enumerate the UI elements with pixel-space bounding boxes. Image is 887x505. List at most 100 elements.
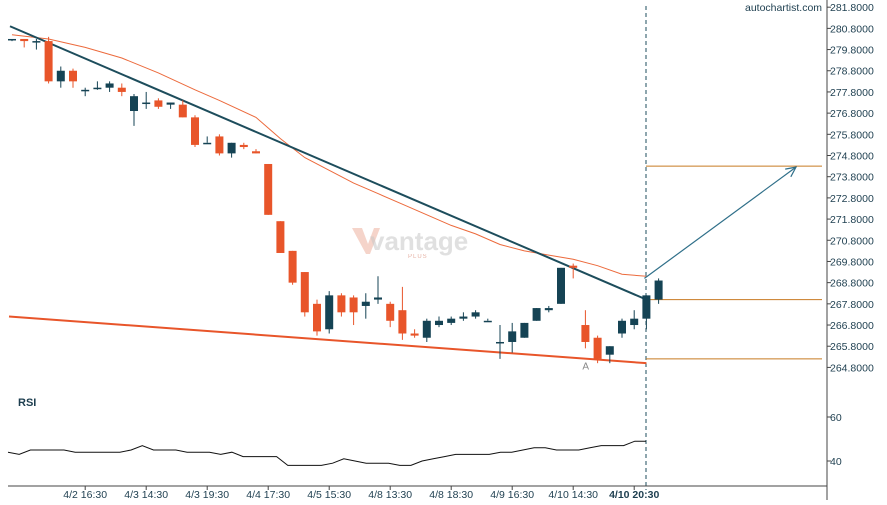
bullish-candle	[227, 142, 236, 154]
price-tick-label: 276.8000	[830, 108, 874, 120]
bearish-candle	[44, 41, 53, 82]
time-tick-label: 4/4 17:30	[246, 489, 290, 501]
rsi-tick-label: 60	[830, 412, 842, 424]
bullish-candle	[8, 38, 16, 41]
bearish-candle	[410, 333, 419, 336]
arrow-layer	[644, 166, 798, 279]
bullish-candle	[166, 102, 175, 105]
levels-layer	[646, 165, 822, 360]
bearish-candle	[239, 144, 248, 148]
rsi-layer	[7, 440, 646, 466]
price-tick-label: 277.8000	[830, 87, 874, 99]
bullish-candle	[605, 346, 614, 355]
price-tick-label: 272.8000	[830, 193, 874, 205]
bearish-candle	[69, 70, 77, 82]
bullish-candle	[81, 89, 90, 92]
bullish-candle	[630, 318, 639, 326]
bullish-candle	[471, 312, 480, 317]
price-tick-label: 274.8000	[830, 151, 874, 163]
bearish-candle	[581, 325, 590, 342]
bullish-candle	[520, 322, 529, 338]
price-tick-label: 266.8000	[830, 320, 874, 332]
time-tick-label: 4/10 14:30	[548, 489, 598, 501]
price-tick-label: 273.8000	[830, 172, 874, 184]
moving-average-line	[11, 34, 647, 277]
bullish-candle	[56, 70, 65, 82]
bullish-candle	[142, 102, 151, 105]
bullish-candle	[508, 331, 517, 342]
price-tick-label: 267.8000	[830, 299, 874, 311]
bullish-candle	[203, 142, 212, 145]
price-tick-label: 270.8000	[830, 235, 874, 247]
time-tick-label: 4/8 18:30	[429, 489, 473, 501]
time-tick-label: 4/8 13:30	[368, 489, 412, 501]
price-tick-label: 279.8000	[830, 45, 874, 57]
bullish-candle	[447, 318, 456, 323]
lower-support-trendline	[8, 315, 647, 365]
bullish-candle	[654, 280, 663, 300]
bearish-candle	[191, 117, 199, 145]
price-tick-label: 278.8000	[830, 66, 874, 78]
price-tick-label: 271.8000	[830, 214, 874, 226]
price-tick-label: 268.8000	[830, 278, 874, 290]
bearish-candle	[288, 250, 297, 283]
candles-layer	[8, 36, 663, 364]
time-tick-label: 4/3 14:30	[124, 489, 168, 501]
rsi-panel-title: RSI	[18, 397, 36, 409]
bullish-candle	[544, 308, 553, 311]
bearish-candle	[20, 38, 29, 42]
watermark-text: vantage	[370, 226, 468, 256]
bearish-candle	[252, 151, 260, 154]
bullish-candle	[532, 308, 541, 321]
bullish-candle	[325, 295, 334, 330]
bullish-candle	[483, 320, 492, 323]
trendline-layer	[8, 25, 647, 365]
bearish-candle	[313, 303, 321, 332]
bearish-candle	[337, 295, 346, 313]
time-tick-label: 4/3 19:30	[185, 489, 229, 501]
bearish-candle	[117, 87, 126, 92]
bullish-candle	[374, 297, 382, 300]
rsi-tick-label: 40	[830, 456, 842, 468]
bullish-candle	[105, 83, 114, 88]
bearish-candle	[264, 163, 273, 215]
axes-layer: 281.8000 280.8000 279.8000 278.8000 277.8000…	[8, 0, 874, 501]
price-tick-label: 281.8000	[830, 2, 874, 14]
bullish-candle	[130, 96, 138, 112]
bullish-candle	[618, 320, 626, 334]
price-tick-label: 280.8000	[830, 23, 874, 35]
bullish-candle	[557, 267, 565, 304]
bearish-candle	[398, 310, 407, 334]
bullish-candle	[32, 41, 41, 43]
bullish-candle	[642, 295, 651, 319]
watermark-subtext: PLUS	[408, 254, 428, 260]
forecast-arrow-shaft	[644, 166, 797, 279]
bullish-candle	[361, 301, 370, 306]
bearish-candle	[215, 136, 224, 154]
bullish-candle	[435, 320, 443, 326]
bearish-candle	[593, 337, 602, 359]
forecast-arrow-head	[785, 166, 798, 178]
bearish-candle	[178, 104, 187, 118]
bearish-candle	[349, 297, 358, 313]
bullish-candle	[93, 87, 102, 90]
price-tick-label: 275.8000	[830, 129, 874, 141]
watermark-v-icon	[352, 228, 380, 254]
price-tick-label: 269.8000	[830, 256, 874, 268]
time-tick-label: 4/10 20:30	[609, 489, 659, 501]
bearish-candle	[386, 303, 395, 321]
price-tick-label: 264.8000	[830, 362, 874, 374]
bearish-candle	[569, 265, 578, 268]
bullish-candle	[459, 316, 468, 319]
brand-label: autochartist.com	[745, 2, 822, 14]
watermark-logo: vantage PLUS	[352, 226, 468, 260]
rsi-line	[7, 440, 646, 466]
bearish-candle	[154, 100, 163, 107]
bearish-candle	[276, 221, 285, 253]
moving-average-layer	[11, 34, 647, 277]
bearish-candle	[300, 272, 309, 313]
time-tick-label: 4/2 16:30	[63, 489, 107, 501]
